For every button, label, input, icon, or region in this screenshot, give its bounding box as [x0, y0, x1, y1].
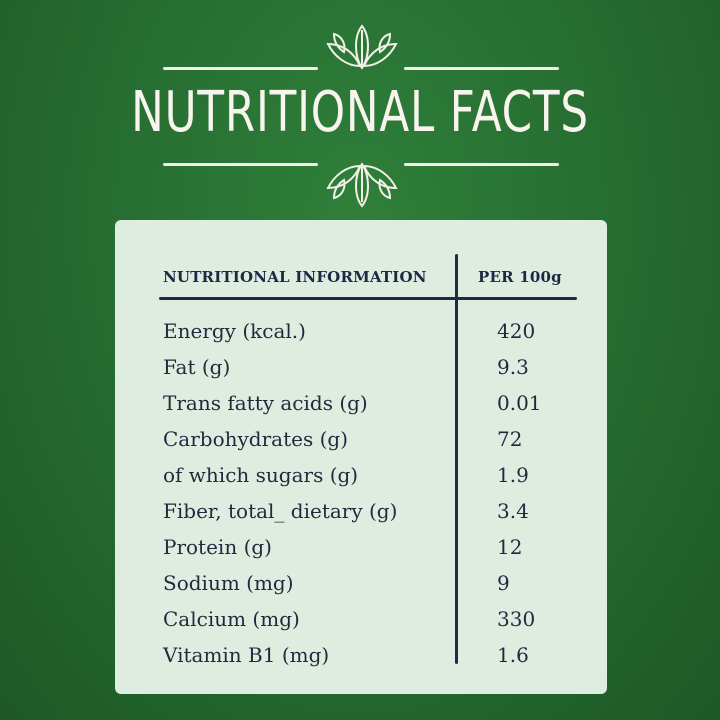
header-divider — [159, 297, 577, 300]
title-rule-bottom — [404, 163, 559, 166]
nutrient-value: 12 — [497, 535, 523, 559]
title-rule-bottom — [163, 163, 318, 166]
table-row: of which sugars (g) 1.9 — [115, 463, 607, 493]
nutrient-label: Energy (kcal.) — [163, 319, 306, 343]
table-row: Carbohydrates (g) 72 — [115, 427, 607, 457]
nutrient-label: Carbohydrates (g) — [163, 427, 348, 451]
nutrient-label: Fat (g) — [163, 355, 231, 379]
nutrient-label: Fiber, total_ dietary (g) — [163, 499, 398, 523]
table-row: Energy (kcal.) 420 — [115, 319, 607, 349]
nutrient-value: 1.9 — [497, 463, 529, 487]
nutrient-value: 3.4 — [497, 499, 529, 523]
column-header-nutrient: NUTRITIONAL INFORMATION — [163, 268, 427, 286]
table-row: Fiber, total_ dietary (g) 3.4 — [115, 499, 607, 529]
table-row: Trans fatty acids (g) 0.01 — [115, 391, 607, 421]
table-row: Fat (g) 9.3 — [115, 355, 607, 385]
nutrient-label: Protein (g) — [163, 535, 272, 559]
header: NUTRITIONAL FACTS — [0, 0, 720, 215]
nutrient-value: 72 — [497, 427, 523, 451]
table-row: Protein (g) 12 — [115, 535, 607, 565]
nutrient-value: 0.01 — [497, 391, 542, 415]
nutrient-value: 9.3 — [497, 355, 529, 379]
nutrient-value: 9 — [497, 571, 510, 595]
leaf-icon — [326, 162, 398, 208]
column-divider — [455, 254, 458, 664]
leaf-icon — [326, 24, 398, 70]
nutrient-label: Trans fatty acids (g) — [163, 391, 368, 415]
nutrient-value: 1.6 — [497, 643, 529, 667]
nutrient-label: Calcium (mg) — [163, 607, 300, 631]
nutrient-label: of which sugars (g) — [163, 463, 359, 487]
table-row: Vitamin B1 (mg) 1.6 — [115, 643, 607, 673]
page-title: NUTRITIONAL FACTS — [131, 80, 589, 145]
nutrition-table: NUTRITIONAL INFORMATION PER 100g Energy … — [115, 220, 607, 694]
title-rule-top — [404, 67, 559, 70]
nutrient-value: 420 — [497, 319, 536, 343]
title-rule-top — [163, 67, 318, 70]
nutrient-value: 330 — [497, 607, 536, 631]
nutrient-label: Sodium (mg) — [163, 571, 294, 595]
table-row: Calcium (mg) 330 — [115, 607, 607, 637]
nutrient-label: Vitamin B1 (mg) — [163, 643, 330, 667]
column-header-per-100g: PER 100g — [478, 268, 562, 286]
table-row: Sodium (mg) 9 — [115, 571, 607, 601]
